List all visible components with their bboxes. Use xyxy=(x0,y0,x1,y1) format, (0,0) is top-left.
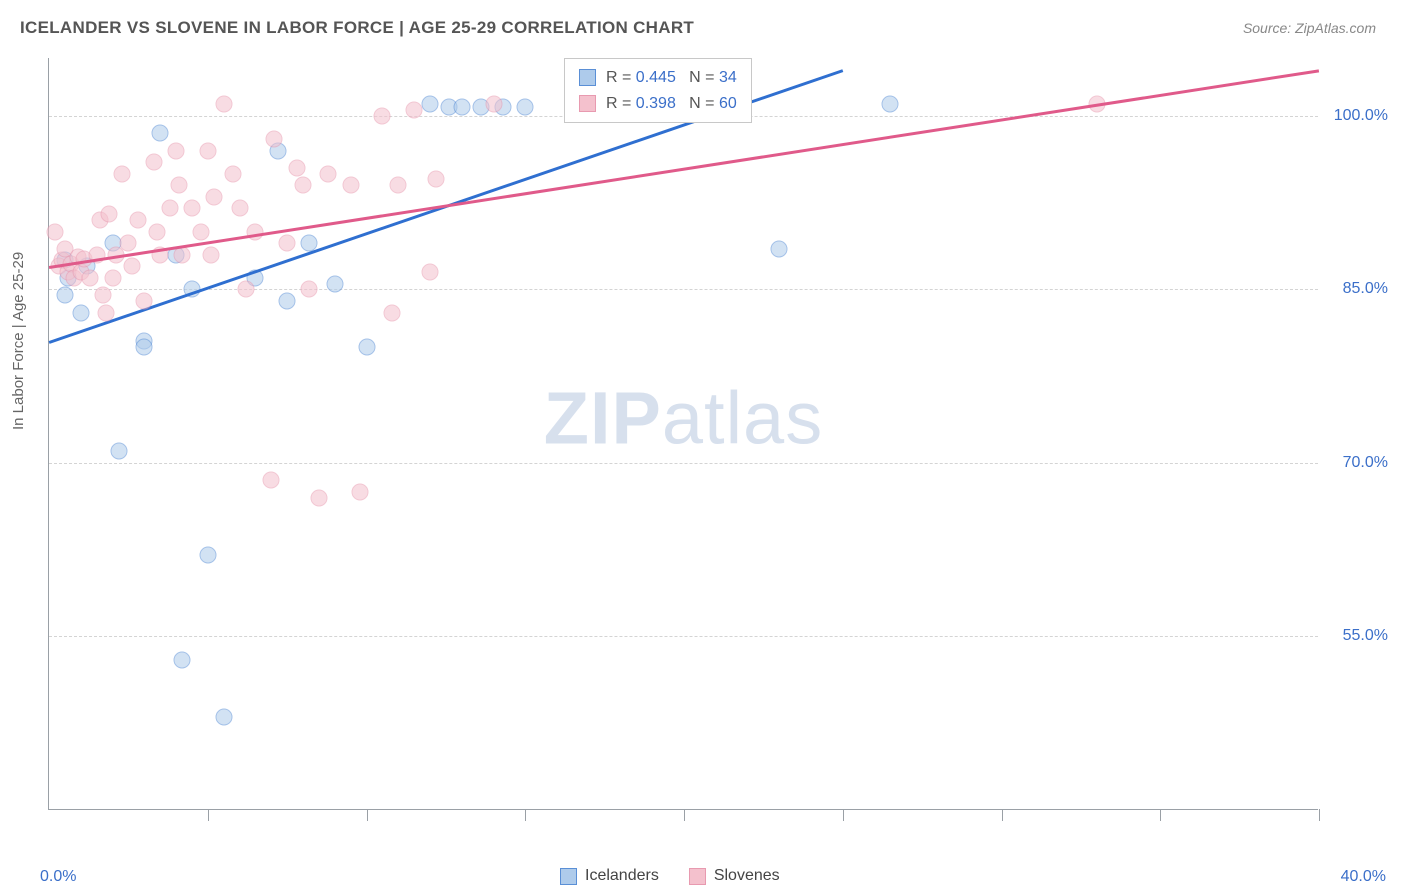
data-point xyxy=(288,159,305,176)
data-point xyxy=(202,246,219,263)
x-tick xyxy=(367,809,368,821)
legend-item: Slovenes xyxy=(689,867,780,885)
data-point xyxy=(206,188,223,205)
data-point xyxy=(352,483,369,500)
data-point xyxy=(114,165,131,182)
correlation-legend: R = 0.445 N = 34R = 0.398 N = 60 xyxy=(564,58,752,123)
legend-item: Icelanders xyxy=(560,867,659,885)
data-point xyxy=(110,443,127,460)
data-point xyxy=(374,107,391,124)
data-point xyxy=(136,339,153,356)
legend-swatch xyxy=(560,868,577,885)
data-point xyxy=(56,287,73,304)
gridline xyxy=(49,636,1318,637)
data-point xyxy=(231,200,248,217)
data-point xyxy=(771,240,788,257)
data-point xyxy=(326,275,343,292)
data-point xyxy=(517,98,534,115)
data-point xyxy=(279,235,296,252)
series-legend: Icelanders Slovenes xyxy=(560,867,780,885)
data-point xyxy=(422,264,439,281)
data-point xyxy=(383,304,400,321)
data-point xyxy=(161,200,178,217)
data-point xyxy=(215,96,232,113)
data-point xyxy=(266,130,283,147)
data-point xyxy=(101,206,118,223)
data-point xyxy=(136,292,153,309)
x-tick xyxy=(684,809,685,821)
data-point xyxy=(174,651,191,668)
legend-swatch xyxy=(579,95,596,112)
data-point xyxy=(406,102,423,119)
y-axis-title: In Labor Force | Age 25-29 xyxy=(10,252,27,430)
data-point xyxy=(882,96,899,113)
data-point xyxy=(453,98,470,115)
y-tick-label: 70.0% xyxy=(1343,454,1388,472)
data-point xyxy=(485,96,502,113)
data-point xyxy=(215,709,232,726)
data-point xyxy=(82,269,99,286)
gridline xyxy=(49,463,1318,464)
legend-label: Slovenes xyxy=(714,867,780,885)
data-point xyxy=(225,165,242,182)
x-tick xyxy=(208,809,209,821)
data-point xyxy=(342,177,359,194)
y-tick-label: 100.0% xyxy=(1334,107,1388,125)
data-point xyxy=(279,292,296,309)
legend-row: R = 0.445 N = 34 xyxy=(579,65,737,91)
data-point xyxy=(237,281,254,298)
data-point xyxy=(310,489,327,506)
data-point xyxy=(358,339,375,356)
data-point xyxy=(193,223,210,240)
data-point xyxy=(171,177,188,194)
data-point xyxy=(295,177,312,194)
y-tick-label: 85.0% xyxy=(1343,280,1388,298)
scatter-chart: ZIPatlas R = 0.445 N = 34R = 0.398 N = 6… xyxy=(48,58,1318,810)
data-point xyxy=(152,125,169,142)
data-point xyxy=(301,281,318,298)
data-point xyxy=(422,96,439,113)
x-axis-max-label: 40.0% xyxy=(1341,868,1386,886)
data-point xyxy=(129,211,146,228)
data-point xyxy=(120,235,137,252)
x-tick xyxy=(843,809,844,821)
x-tick xyxy=(1319,809,1320,821)
legend-label: Icelanders xyxy=(585,867,659,885)
data-point xyxy=(148,223,165,240)
x-tick xyxy=(1160,809,1161,821)
data-point xyxy=(428,171,445,188)
data-point xyxy=(72,304,89,321)
data-point xyxy=(390,177,407,194)
source-attribution: Source: ZipAtlas.com xyxy=(1243,20,1376,36)
data-point xyxy=(94,287,111,304)
legend-swatch xyxy=(579,69,596,86)
data-point xyxy=(47,223,64,240)
data-point xyxy=(183,200,200,217)
x-axis-min-label: 0.0% xyxy=(40,868,76,886)
data-point xyxy=(199,547,216,564)
chart-title: ICELANDER VS SLOVENE IN LABOR FORCE | AG… xyxy=(20,18,694,38)
data-point xyxy=(199,142,216,159)
x-tick xyxy=(525,809,526,821)
y-tick-label: 55.0% xyxy=(1343,627,1388,645)
legend-swatch xyxy=(689,868,706,885)
data-point xyxy=(145,154,162,171)
data-point xyxy=(263,472,280,489)
legend-row: R = 0.398 N = 60 xyxy=(579,91,737,117)
data-point xyxy=(123,258,140,275)
data-point xyxy=(168,142,185,159)
data-point xyxy=(320,165,337,182)
data-point xyxy=(104,269,121,286)
data-point xyxy=(98,304,115,321)
x-tick xyxy=(1002,809,1003,821)
watermark: ZIPatlas xyxy=(544,376,823,461)
